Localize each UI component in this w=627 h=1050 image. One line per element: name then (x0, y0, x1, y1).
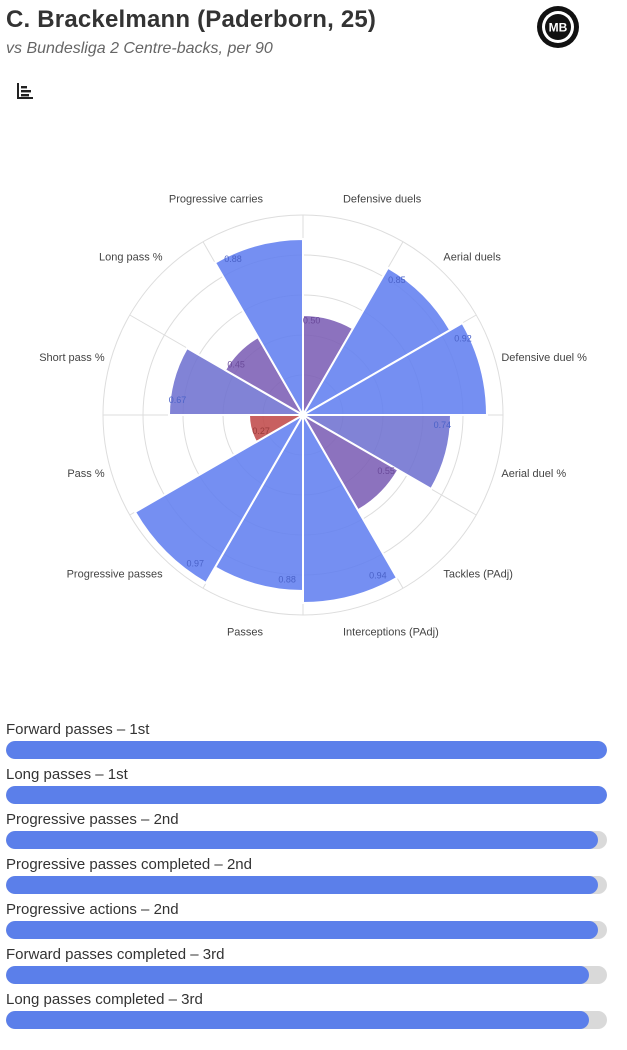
wedge-10 (167, 346, 307, 416)
ranking-row: Forward passes – 1st (0, 718, 627, 763)
value-label-11: 0.45 (227, 359, 245, 369)
ranking-bar-fill (6, 1011, 589, 1029)
ranking-label: Progressive passes completed – 2nd (6, 856, 252, 873)
ranking-label: Progressive passes – 2nd (6, 811, 179, 828)
logo-lettering: MB (549, 21, 568, 35)
ranking-bar-fill (6, 921, 598, 939)
ranking-row: Progressive passes completed – 2nd (0, 853, 627, 898)
category-label-2: Aerial duels (443, 252, 501, 264)
ranking-bar-track (6, 741, 607, 759)
value-label-3: 0.92 (454, 334, 472, 344)
category-label-1: Defensive duels (343, 194, 422, 206)
ranking-bar-track (6, 921, 607, 939)
comparison-subtitle: vs Bundesliga 2 Centre-backs, per 90 (6, 40, 273, 57)
ranking-label: Forward passes – 1st (6, 721, 150, 738)
ranking-bar-fill (6, 876, 598, 894)
ranking-bar-fill (6, 741, 607, 759)
ranking-row: Progressive actions – 2nd (0, 898, 627, 943)
category-label-8: Progressive passes (67, 568, 163, 580)
value-label-8: 0.97 (186, 559, 204, 569)
wedge-8 (133, 412, 306, 585)
ranking-row: Forward passes completed – 3rd (0, 943, 627, 988)
bar-chart-icon (17, 83, 33, 99)
brand-logo: MB (537, 6, 579, 48)
ranking-row: Long passes completed – 3rd (0, 988, 627, 1033)
ranking-row: Long passes – 1st (0, 763, 627, 808)
ranking-row: Progressive passes – 2nd (0, 808, 627, 853)
wedge-2 (300, 266, 452, 418)
value-label-5: 0.55 (377, 466, 395, 476)
ranking-bar-track (6, 1011, 607, 1029)
value-label-12: 0.88 (224, 254, 242, 264)
category-label-6: Interceptions (PAdj) (343, 626, 439, 638)
value-label-6: 0.94 (369, 571, 387, 581)
category-label-7: Passes (227, 626, 264, 638)
wedge-6 (302, 411, 399, 605)
ranking-bar-fill (6, 786, 607, 804)
value-label-9: 0.27 (252, 426, 270, 436)
ranking-label: Progressive actions – 2nd (6, 901, 179, 918)
ranking-bars: Forward passes – 1st Long passes – 1st Pro… (0, 718, 627, 1033)
value-label-7: 0.88 (278, 574, 296, 584)
ranking-bar-fill (6, 831, 598, 849)
wedge-7 (213, 411, 304, 593)
value-label-10: 0.67 (169, 395, 187, 405)
ranking-bar-track (6, 966, 607, 984)
category-label-5: Tackles (PAdj) (443, 568, 512, 580)
ranking-bar-fill (6, 966, 589, 984)
category-label-10: Short pass % (39, 352, 105, 364)
wedge-3 (299, 321, 489, 416)
ranking-bar-track (6, 786, 607, 804)
category-label-9: Pass % (67, 468, 105, 480)
value-label-2: 0.85 (388, 275, 406, 285)
ranking-label: Long passes – 1st (6, 766, 128, 783)
radar-chart: 0.50 0.85 0.92 0.74 0.55 0.94 0.88 0.97 0.27 0.67… (39, 194, 587, 639)
category-label-4: Aerial duel % (501, 468, 566, 480)
value-label-4: 0.74 (434, 420, 452, 430)
ranking-label: Forward passes completed – 3rd (6, 946, 225, 963)
category-label-11: Long pass % (99, 252, 163, 264)
ranking-bar-track (6, 876, 607, 894)
category-label-3: Defensive duel % (501, 352, 587, 364)
category-label-12: Progressive carries (169, 194, 264, 206)
chart-view-button[interactable] (8, 74, 42, 108)
ranking-label: Long passes completed – 3rd (6, 991, 203, 1008)
wedge-12 (213, 237, 304, 419)
value-label-1: 0.50 (303, 315, 321, 325)
ranking-bar-track (6, 831, 607, 849)
player-title: C. Brackelmann (Paderborn, 25) (6, 6, 377, 33)
wedge-4 (299, 414, 453, 491)
